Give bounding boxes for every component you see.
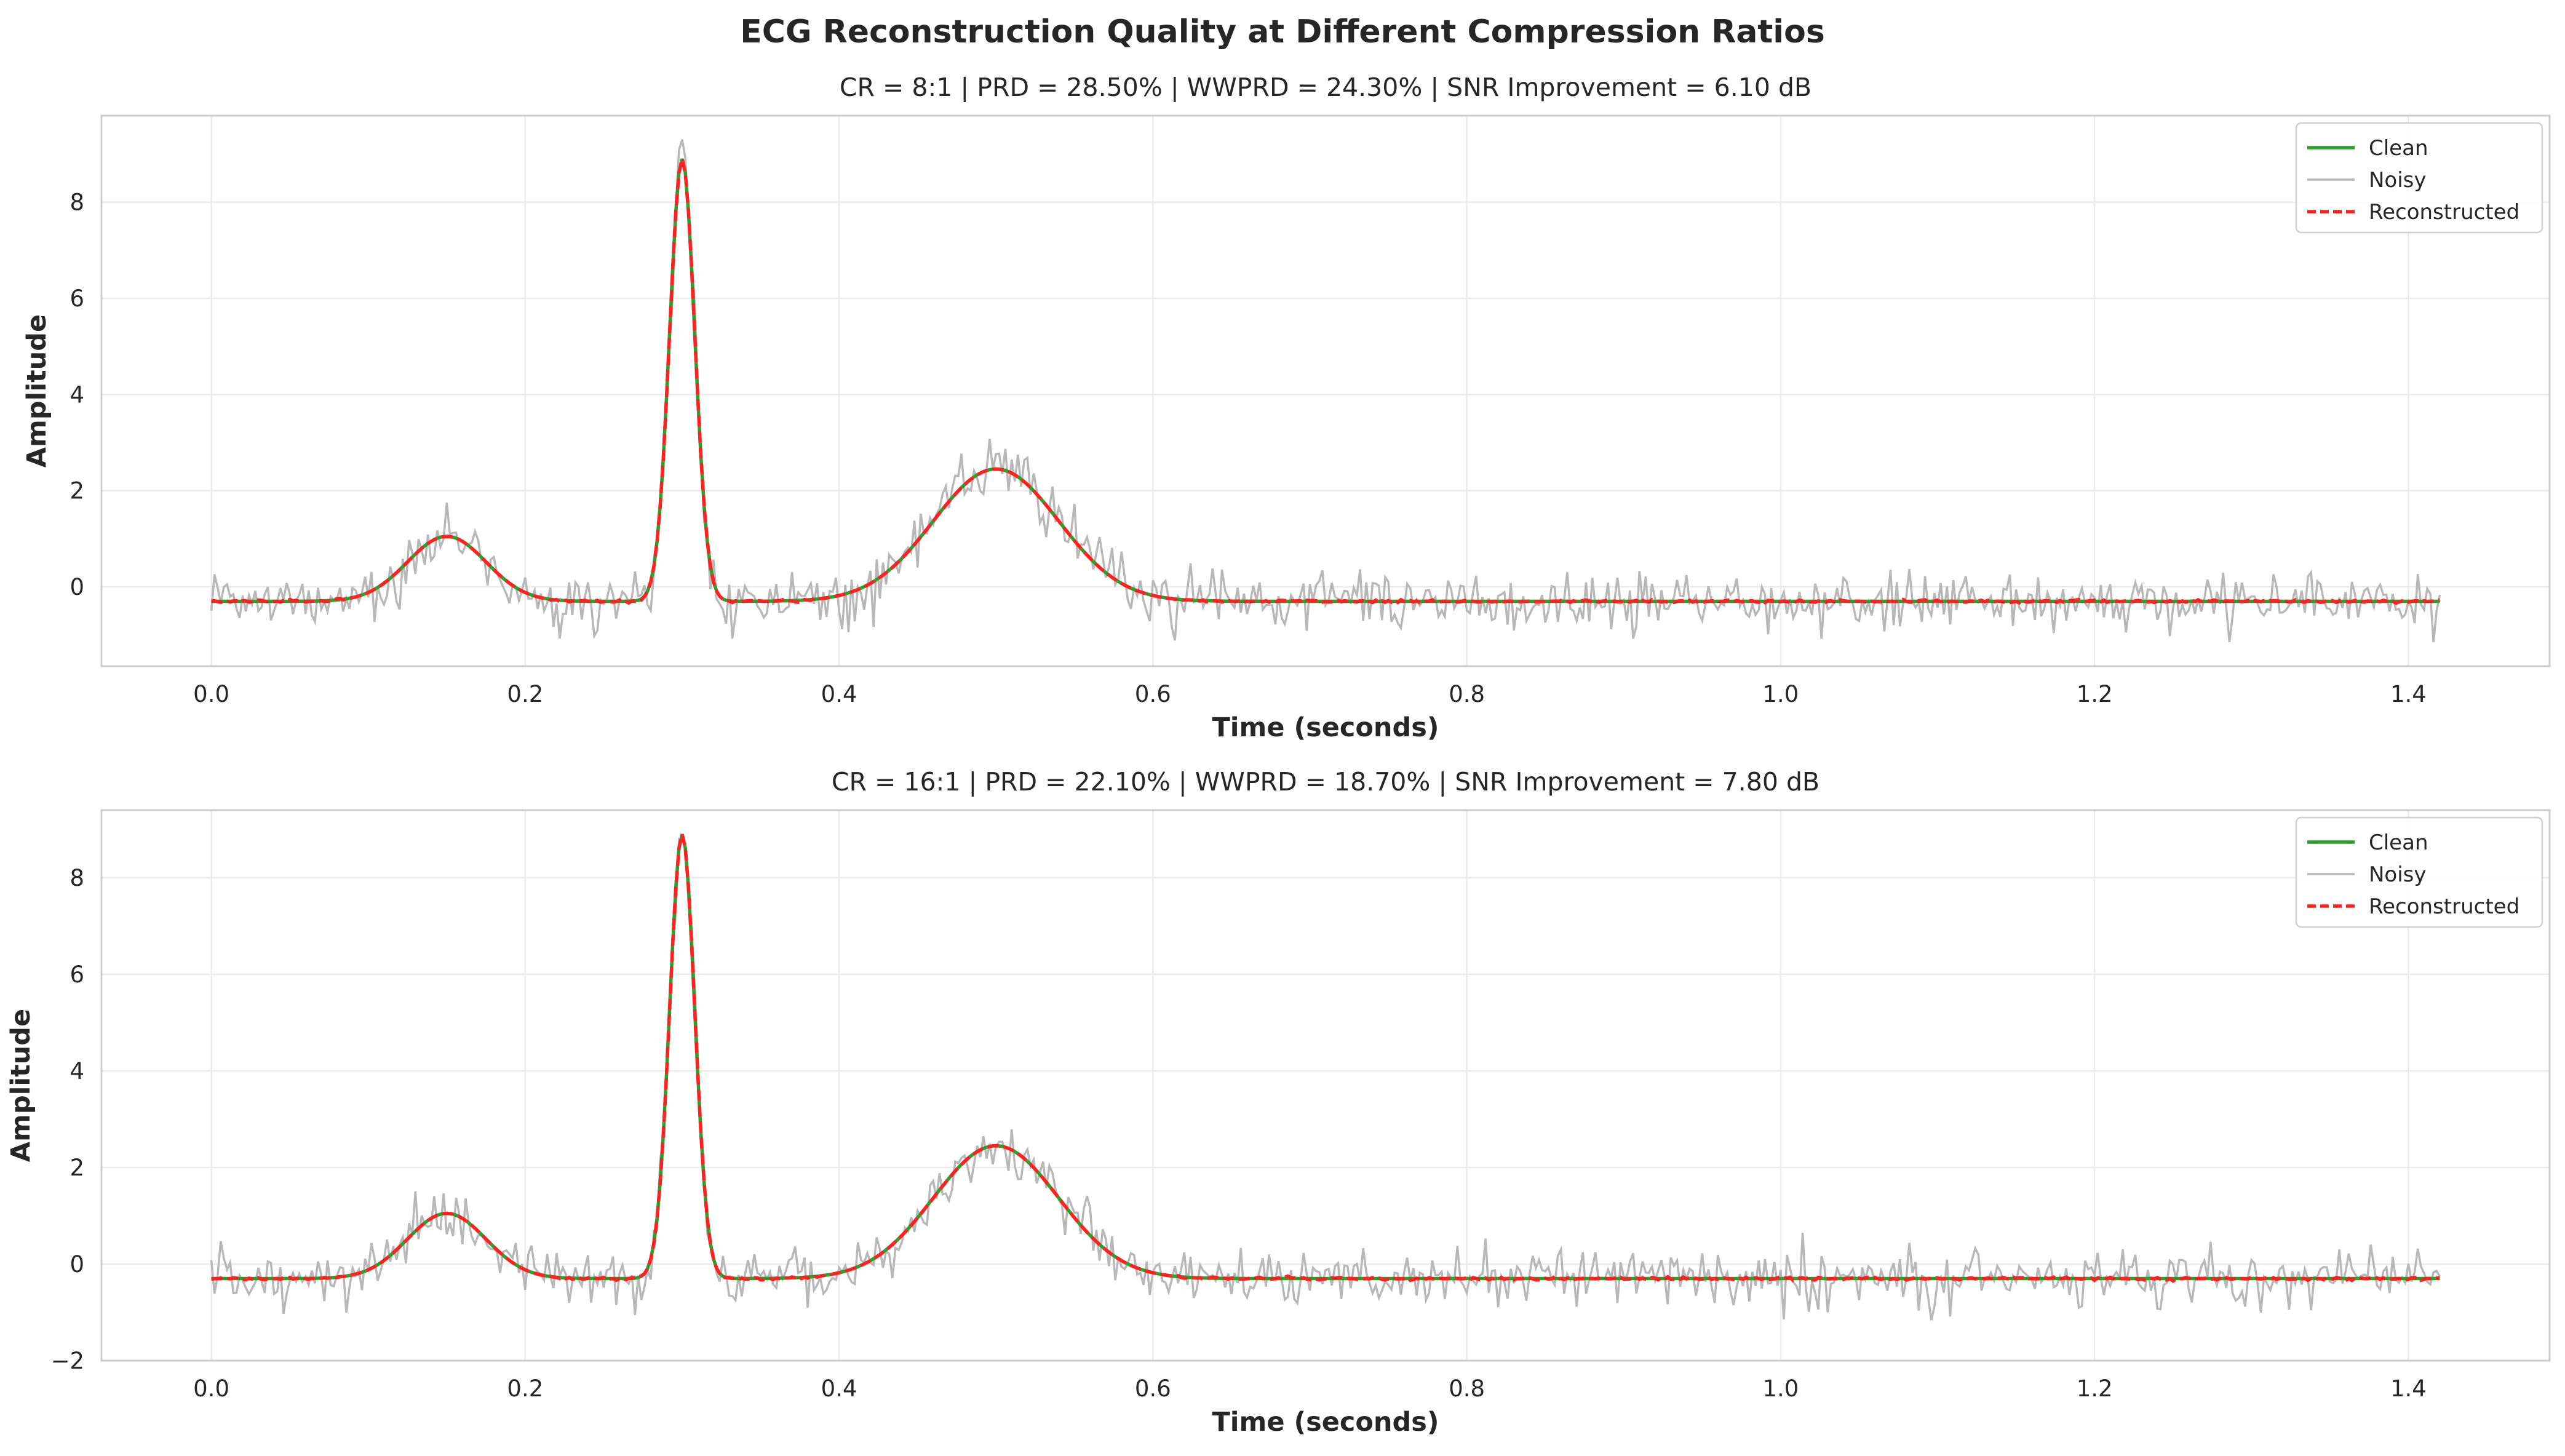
x-tick-label: 1.4 <box>2390 1375 2427 1402</box>
y-tick-label: 2 <box>70 1155 84 1181</box>
panel-2: 0.0 0.2 0.4 0.6 0.8 1.0 1.2 1.4 −2 0 2 4 6 8 Time (sec… <box>6 809 2551 1438</box>
x-tick-label: 1.4 <box>2390 681 2427 707</box>
legend-box <box>2295 122 2543 234</box>
legend: Clean Noisy Reconstructed <box>2295 122 2543 234</box>
x-tick-label: 0.4 <box>821 1375 857 1402</box>
plot-frame <box>100 114 2551 667</box>
y-tick-label: 8 <box>70 865 84 891</box>
series-noisy <box>210 837 2441 1321</box>
y-tick-label: 0 <box>70 1251 84 1278</box>
y-tick-label: 8 <box>70 189 84 216</box>
series-clean <box>211 833 2440 1281</box>
x-tick-label: 0.6 <box>1135 1375 1171 1402</box>
y-tick-label: −2 <box>50 1348 84 1374</box>
y-tick-label: 0 <box>70 574 84 600</box>
x-tick-label: 0.4 <box>821 681 857 707</box>
x-tick-label: 1.0 <box>1762 1375 1799 1402</box>
legend: Clean Noisy Reconstructed <box>2295 816 2543 928</box>
legend-label: Clean <box>2369 136 2428 161</box>
y-tick-label: 2 <box>70 478 84 504</box>
x-axis-label: Time (seconds) <box>1212 712 1439 743</box>
y-tick-label: 4 <box>70 381 84 408</box>
y-tick-label: 6 <box>70 285 84 312</box>
x-tick-label: 1.2 <box>2077 1375 2113 1402</box>
legend-label: Noisy <box>2369 862 2427 887</box>
series-clean <box>211 158 2440 603</box>
x-axis-label: Time (seconds) <box>1212 1407 1439 1438</box>
x-tick-label: 0.2 <box>507 681 543 707</box>
x-tick-label: 1.2 <box>2077 681 2113 707</box>
y-tick-label: 4 <box>70 1058 84 1084</box>
y-axis-label: Amplitude <box>6 1009 36 1162</box>
legend-label: Reconstructed <box>2369 894 2519 919</box>
x-tick-label: 0.0 <box>193 1375 229 1402</box>
y-tick-label: 6 <box>70 961 84 988</box>
x-tick-label: 0.2 <box>507 1375 543 1402</box>
x-tick-label: 0.8 <box>1449 1375 1485 1402</box>
series-noisy <box>210 139 2441 643</box>
figure-title: ECG Reconstruction Quality at Different … <box>740 14 1825 50</box>
y-axis-label: Amplitude <box>22 314 52 467</box>
legend-label: Clean <box>2369 830 2428 855</box>
panel-1-title: CR = 8:1 | PRD = 28.50% | WWPRD = 24.30%… <box>839 73 1812 102</box>
grid <box>101 116 2550 666</box>
plot-frame <box>100 809 2551 1362</box>
series-reconstructed <box>211 833 2440 1283</box>
x-tick-label: 0.6 <box>1135 681 1171 707</box>
panel-2-title: CR = 16:1 | PRD = 22.10% | WWPRD = 18.70… <box>831 767 1820 797</box>
legend-label: Noisy <box>2369 168 2427 193</box>
series-reconstructed <box>211 158 2441 605</box>
legend-label: Reconstructed <box>2369 200 2519 225</box>
panel-1: 0.0 0.2 0.4 0.6 0.8 1.0 1.2 1.4 0 2 4 6 8 Time (secon… <box>22 114 2551 743</box>
x-tick-label: 0.8 <box>1449 681 1485 707</box>
x-tick-label: 0.0 <box>193 681 229 707</box>
x-tick-label: 1.0 <box>1762 681 1799 707</box>
legend-box <box>2295 816 2543 928</box>
